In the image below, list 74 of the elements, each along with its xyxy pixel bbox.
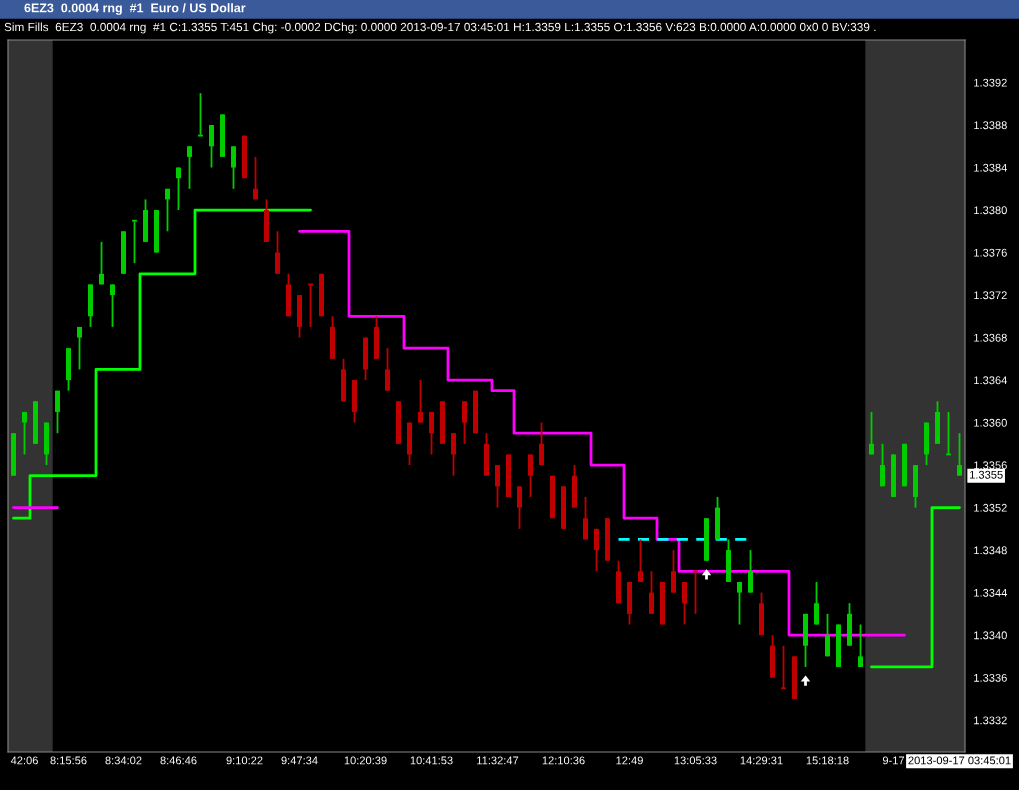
candlestick — [253, 155, 258, 201]
candlestick — [462, 400, 467, 445]
candlestick — [682, 581, 687, 626]
candlestick — [176, 166, 181, 211]
candlestick — [880, 442, 885, 488]
candlestick — [814, 581, 819, 626]
y-tick-label: 1.3376 — [974, 248, 1007, 257]
y-tick-label: 1.3344 — [974, 588, 1007, 597]
x-tick-label: 8:34:02 — [105, 756, 142, 765]
y-tick-label: 1.3356 — [974, 461, 1007, 470]
x-tick-label: 12:49 — [616, 756, 643, 765]
x-tick-label: 8:46:46 — [160, 756, 197, 765]
candlestick — [594, 527, 599, 573]
y-tick-label: 1.3380 — [974, 206, 1007, 215]
candlestick — [539, 421, 544, 466]
candlestick — [187, 145, 192, 190]
candlestick — [825, 612, 830, 658]
y-tick-label: 1.3352 — [974, 503, 1007, 512]
candlestick — [748, 549, 753, 594]
x-tick-label: 13:05:33 — [674, 756, 717, 765]
candlestick — [692, 570, 699, 615]
candlestick — [780, 644, 787, 690]
y-tick-label: 1.3392 — [974, 78, 1007, 87]
candlestick — [528, 453, 533, 498]
x-tick-label: 9:47:34 — [281, 756, 318, 765]
candlestick — [869, 411, 874, 456]
candlestick — [275, 230, 280, 275]
x-tick-label: 8:15:56 — [50, 756, 87, 765]
candlestick — [737, 581, 742, 626]
candlestick — [77, 326, 82, 371]
candlestick — [495, 464, 500, 509]
y-tick-label: 1.3348 — [974, 546, 1007, 555]
candlestick — [418, 379, 423, 424]
y-tick-label: 1.3388 — [974, 121, 1007, 130]
candlestick — [583, 496, 588, 541]
candlestick — [209, 124, 214, 169]
y-tick-label: 1.3336 — [974, 673, 1007, 682]
candlestick — [110, 283, 115, 328]
candlestick — [55, 389, 60, 435]
candlestick — [649, 570, 654, 615]
candlestick — [385, 347, 390, 392]
x-tick-label: 15:18:18 — [806, 756, 849, 765]
y-tick-label: 1.3340 — [974, 631, 1007, 640]
candlestick — [671, 549, 676, 594]
y-tick-label: 1.3372 — [974, 291, 1007, 300]
candlestick — [451, 432, 456, 477]
chart-subtitle: Sim Fills 6EZ3 0.0004 rng #1 C:1.3355 T:451 Chg: -0.0002 DChg: 0.0000 2013-09-17 03:45:01 H:1.3359 L:1.3355 O:1.3356 V:623 B:0.0000 A:0.0000 0x0 0 BV:339 . — [4, 22, 876, 34]
candlestick — [22, 411, 27, 456]
x-tick-label: 9-17 — [882, 756, 905, 765]
candlestick — [957, 432, 962, 477]
x-tick-label: 42:06 — [10, 756, 38, 765]
text: 1.3355 — [970, 470, 1003, 479]
y-tick-label: 1.3368 — [974, 333, 1007, 342]
candlestick — [638, 538, 643, 583]
x-tick-label: 11:32:47 — [477, 756, 519, 765]
x-tick-label: 10:20:39 — [344, 756, 387, 765]
y-tick-label: 1.3384 — [974, 163, 1007, 172]
candlestick — [99, 241, 104, 286]
x-tick-label: 12:10:36 — [542, 756, 585, 765]
y-tick-label: 1.3364 — [974, 376, 1007, 385]
x-tick-label: 14:29:31 — [740, 756, 783, 765]
candlestick — [231, 145, 236, 190]
x-tick-label: 9:10:22 — [226, 756, 263, 765]
candlestick — [197, 92, 204, 137]
candlestick — [131, 219, 138, 265]
candlestick — [858, 623, 863, 668]
y-tick-label: 1.3360 — [974, 418, 1007, 427]
candlestick — [165, 187, 170, 233]
candlestick — [517, 485, 522, 530]
chart-title: 6EZ3 0.0004 rng #1 Euro / US Dollar — [24, 3, 246, 15]
x-tick-label: 2013-09-17 03:45:01 — [908, 756, 1011, 765]
candlestick — [429, 411, 434, 456]
x-tick-label: 10:41:53 — [410, 756, 453, 765]
y-tick-label: 1.3332 — [974, 716, 1007, 725]
